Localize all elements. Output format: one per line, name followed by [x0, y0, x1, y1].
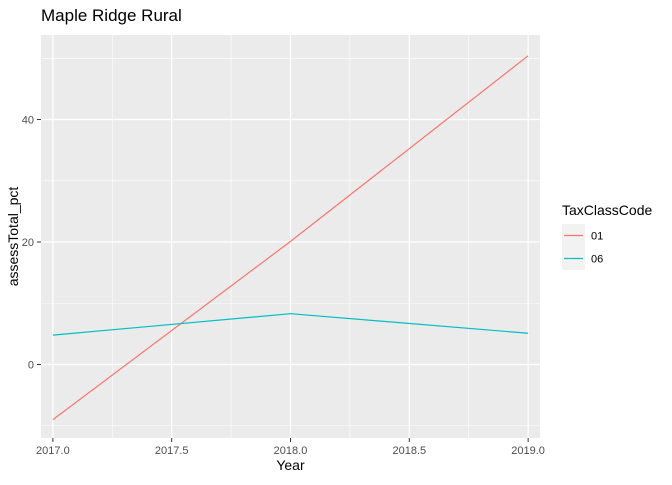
legend-title: TaxClassCode: [562, 202, 652, 218]
legend: TaxClassCode 01 06: [562, 202, 652, 270]
x-tick-label: 2018.0: [274, 445, 308, 457]
y-axis-label: assessTotal_pct: [5, 187, 21, 287]
x-axis-label: Year: [276, 457, 305, 473]
y-tick-label: 0: [28, 360, 34, 372]
chart-title: Maple Ridge Rural: [41, 6, 182, 25]
y-tick-label: 40: [22, 115, 34, 127]
axes: 2017.0 2017.5 2018.0 2018.5 2019.0 0 20 40: [22, 115, 545, 457]
legend-items: 01 06: [562, 224, 603, 270]
x-tick-label: 2019.0: [511, 445, 545, 457]
x-tick-label: 2017.0: [36, 445, 70, 457]
y-tick-label: 20: [22, 237, 34, 249]
x-tick-label: 2017.5: [155, 445, 189, 457]
series-line-01: [52, 55, 529, 421]
x-tick-label: 2018.5: [392, 445, 426, 457]
legend-label: 01: [591, 231, 603, 243]
series-line-06: [52, 313, 529, 336]
legend-label: 06: [591, 254, 603, 266]
series-lines: [52, 55, 529, 421]
